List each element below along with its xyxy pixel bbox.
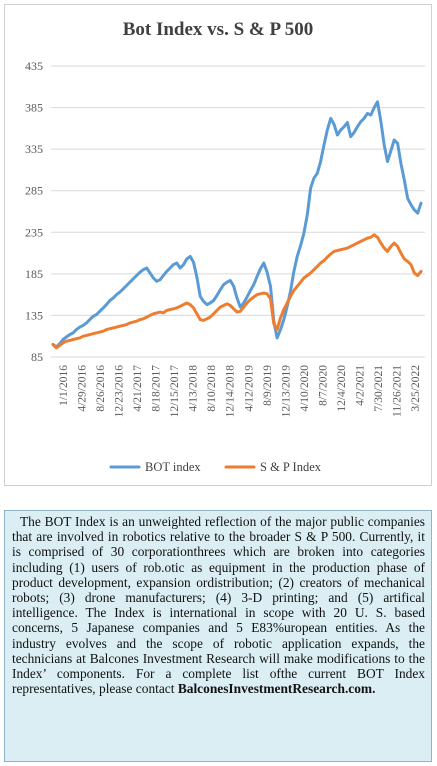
legend-label: S & P Index [260,460,322,474]
x-tick-label: 12/15/2017 [169,365,181,418]
y-tick-label: 335 [25,142,43,156]
description-box: The BOT Index is an unweighted reflectio… [4,510,432,762]
x-tick-label: 12/23/2016 [114,365,126,418]
x-tick-label: 8/9/2019 [262,365,274,406]
website-link[interactable]: BalconesInvestmentResearch.com. [177,681,376,697]
chart-plot: 85 135 185 235 285 335 385 435 1/1/2016 4/29/2016… [25,59,425,474]
x-tick-label: 8/10/2018 [206,365,218,412]
x-tick-label: 4/21/2017 [132,365,144,412]
series-line-sp-index [51,233,423,350]
y-tick-label: 235 [25,225,43,239]
x-tick-label: 12/13/2019 [280,365,292,418]
y-tick-label: 85 [31,350,43,364]
series-line-bot-index [51,100,423,349]
x-tick-label: 7/30/2021 [373,365,385,412]
x-tick-label: 12/4/2020 [336,365,348,412]
chart-frame: Bot Index vs. S & P 500 85 135 185 235 285 33… [4,4,432,486]
x-tick-label: 1/1/2016 [58,365,70,406]
x-tick-label: 4/12/2019 [243,365,255,412]
chart-title: Bot Index vs. S & P 500 [122,19,314,40]
x-tick-label: 8/26/2016 [95,365,107,412]
y-tick-label: 185 [25,267,43,281]
x-tick-label: 11/26/2021 [391,365,403,417]
x-tick-label: 8/18/2017 [151,365,163,412]
x-tick-label: 4/29/2016 [77,365,89,412]
legend-label: BOT index [145,460,201,474]
x-tick-label: 3/25/2022 [410,365,422,412]
x-tick-label: 12/14/2018 [225,365,237,418]
x-tick-label: 8/7/2020 [317,365,329,406]
x-tick-label: 4/10/2020 [299,365,311,412]
description-text: The BOT Index is an unweighted reflectio… [12,514,425,697]
y-tick-label: 135 [25,308,43,322]
y-tick-label: 285 [25,184,43,198]
x-tick-label: 4/2/2021 [354,365,366,406]
y-tick-label: 435 [25,59,43,73]
y-tick-label: 385 [25,101,43,115]
x-tick-label: 4/13/2018 [188,365,200,412]
